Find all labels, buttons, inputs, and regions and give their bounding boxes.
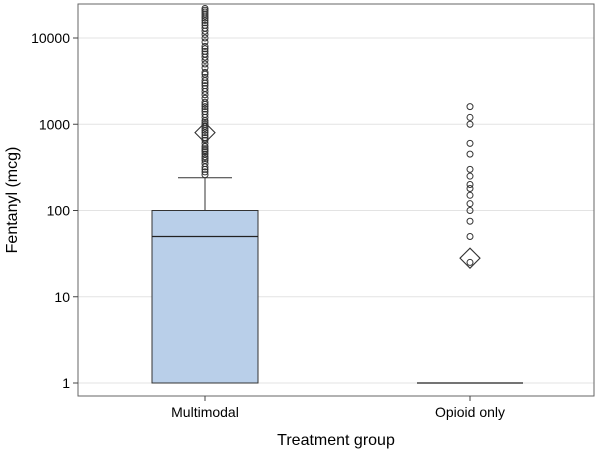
outlier-point xyxy=(201,47,209,55)
outlier-point xyxy=(466,103,474,111)
outlier-point xyxy=(201,103,209,111)
outlier-point xyxy=(201,160,209,168)
outlier-point xyxy=(201,150,209,158)
outlier-point xyxy=(466,181,474,189)
outlier-point xyxy=(201,8,209,16)
outlier-point xyxy=(201,168,209,176)
outlier-point xyxy=(466,113,474,121)
outlier-point xyxy=(201,34,209,42)
outlier-point xyxy=(201,84,209,92)
outlier-point xyxy=(201,131,209,139)
x-axis-title: Treatment group xyxy=(277,432,395,449)
y-tick-label: 10 xyxy=(54,289,70,305)
outlier-point xyxy=(201,68,209,76)
outlier-point xyxy=(201,155,209,163)
outlier-point xyxy=(466,139,474,147)
outlier-point xyxy=(466,217,474,225)
outlier-point xyxy=(201,145,209,153)
outlier-point xyxy=(466,207,474,214)
outlier-point xyxy=(201,45,209,53)
outlier-point xyxy=(201,60,209,68)
outlier-point xyxy=(466,172,474,180)
outlier-point xyxy=(201,153,209,161)
outlier-point xyxy=(201,19,209,27)
outlier-point xyxy=(201,4,209,12)
outlier-point xyxy=(201,21,209,29)
box-group xyxy=(151,4,259,384)
y-axis-title: Fentanyl (mcg) xyxy=(4,147,21,254)
outlier-point xyxy=(466,191,474,199)
outlier-point xyxy=(466,258,474,266)
x-tick-label: Opioid only xyxy=(435,404,505,420)
outlier-point xyxy=(201,120,209,128)
y-tick-label: 1000 xyxy=(39,116,70,132)
outlier-point xyxy=(201,50,209,58)
plot-area xyxy=(151,4,523,384)
plot-frame xyxy=(77,3,595,397)
outlier-point xyxy=(201,94,209,102)
box xyxy=(151,210,259,384)
outlier-point xyxy=(201,171,209,179)
mean-marker xyxy=(459,247,481,269)
box-group xyxy=(417,103,523,384)
outlier-point xyxy=(201,108,209,116)
outlier-point xyxy=(466,184,474,192)
outlier-point xyxy=(201,73,209,81)
outlier-point xyxy=(201,64,209,72)
outlier-point xyxy=(466,165,474,173)
outlier-point xyxy=(201,82,209,90)
y-tick-label: 1 xyxy=(62,375,70,391)
outlier-point xyxy=(466,150,474,158)
outlier-point xyxy=(201,10,209,18)
outlier-point xyxy=(466,200,474,208)
outlier-point xyxy=(201,38,209,46)
outlier-point xyxy=(466,120,474,128)
y-tick-label: 10000 xyxy=(31,30,70,46)
outlier-point xyxy=(201,42,209,50)
outlier-point xyxy=(201,24,209,32)
y-tick-label: 100 xyxy=(47,203,71,219)
x-tick-label: Multimodal xyxy=(171,404,239,420)
axes: 1 10 100 1000 10000 Multimodal Opioid only xyxy=(31,30,505,420)
outlier-point xyxy=(201,105,209,113)
outlier-point xyxy=(201,110,209,118)
outlier-point xyxy=(201,98,209,106)
outlier-point xyxy=(466,232,474,240)
mean-marker xyxy=(194,121,216,144)
outlier-point xyxy=(201,134,209,142)
